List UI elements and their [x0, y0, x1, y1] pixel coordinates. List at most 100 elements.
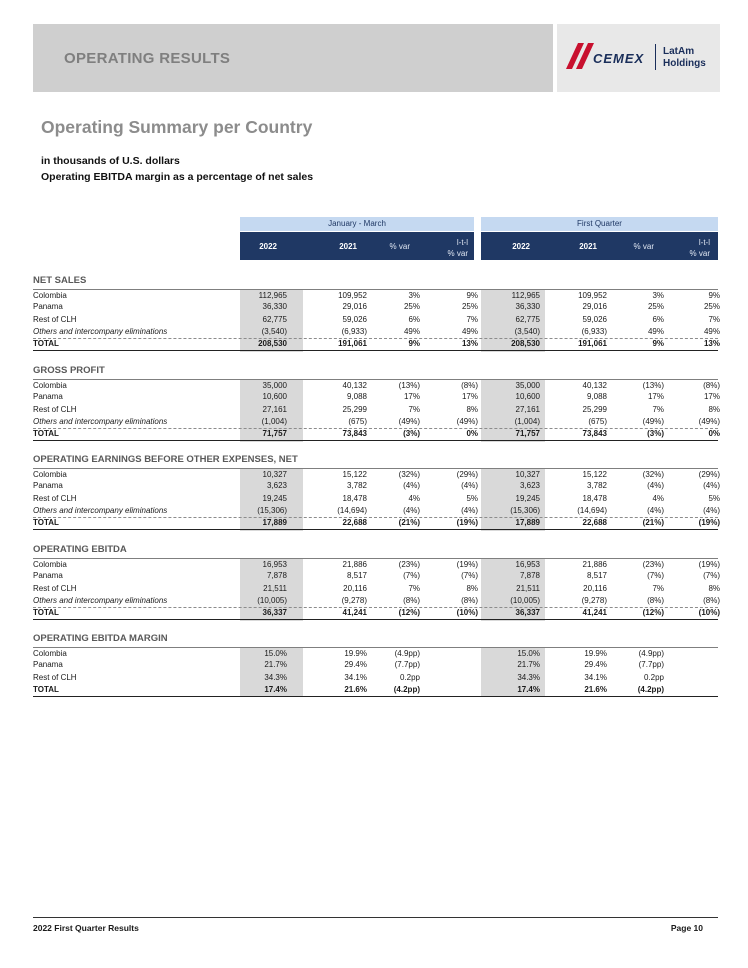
col-header-2022-q: 2022 — [512, 242, 530, 251]
table-cell: 17,889 — [262, 518, 287, 528]
current-year-shade — [240, 289, 303, 352]
table-cell: (29%) — [456, 470, 478, 479]
logo-line2: Holdings — [663, 58, 706, 69]
table-cell: 21.6% — [344, 684, 367, 694]
col-header-var: % var — [389, 242, 410, 251]
table-cell: (13%) — [642, 381, 664, 390]
current-year-shade — [481, 468, 545, 531]
current-year-shade — [481, 379, 545, 442]
table-cell: (19%) — [698, 518, 720, 528]
table-cell: 49% — [461, 326, 478, 336]
table-cell: (10,005) — [257, 595, 287, 605]
table-cell: 3% — [652, 291, 664, 300]
table-cell: 17% — [647, 392, 664, 402]
table-cell: (14,694) — [337, 505, 367, 515]
table-row: Panama 10,600 9,088 17% 17% 10,600 9,088 17% 17% — [33, 391, 720, 403]
row-label: Rest of CLH — [33, 583, 77, 593]
row-label: Panama — [33, 481, 63, 491]
table-cell: (4%) — [403, 481, 420, 491]
current-year-shade — [240, 379, 303, 442]
footer-rule — [33, 917, 718, 918]
table-cell: 22,688 — [582, 518, 607, 528]
table-cell: 9,088 — [346, 392, 367, 402]
table-cell: 3,623 — [266, 481, 287, 491]
table-cell: 10,600 — [515, 392, 540, 402]
row-label: TOTAL — [33, 608, 59, 618]
table-cell: 6% — [652, 314, 664, 324]
row-label: TOTAL — [33, 518, 59, 528]
table-cell: 21.7% — [517, 660, 540, 670]
table-cell: 17,889 — [515, 518, 540, 528]
section-title: OPERATING EARNINGS BEFORE OTHER EXPENSES… — [33, 454, 298, 465]
table-cell: 5% — [466, 493, 478, 503]
table-cell: (4.2pp) — [637, 684, 664, 694]
row-label: Rest of CLH — [33, 672, 77, 682]
table-cell: (8%) — [403, 595, 420, 605]
table-cell: 25,299 — [342, 404, 367, 414]
table-cell: 7% — [408, 583, 420, 593]
table-row: Panama 3,623 3,782 (4%) (4%) 3,623 3,782 (4%) (4… — [33, 480, 720, 492]
table-cell: (1,004) — [261, 416, 287, 426]
table-cell: (7%) — [461, 571, 478, 581]
table-cell: 27,161 — [262, 404, 287, 414]
row-label: Panama — [33, 302, 63, 312]
table-cell: (10%) — [698, 608, 720, 618]
table-cell: (12%) — [398, 608, 420, 618]
table-cell: 25% — [461, 302, 478, 312]
table-cell: (4%) — [703, 481, 720, 491]
col-header-ltl-q-line2: % var — [689, 249, 710, 258]
table-cell: (21%) — [398, 518, 420, 528]
table-cell: 7% — [466, 314, 478, 324]
current-year-shade — [240, 468, 303, 531]
table-cell: 15.0% — [517, 649, 540, 658]
table-cell: 112,965 — [511, 291, 540, 300]
header-title: OPERATING RESULTS — [64, 50, 231, 67]
table-cell: (4%) — [647, 505, 664, 515]
table-cell: 73,843 — [582, 429, 607, 439]
table-cell: 29,016 — [342, 302, 367, 312]
table-row: Rest of CLH 27,161 25,299 7% 8% 27,161 25,299 7… — [33, 404, 720, 416]
table-cell: (49%) — [642, 416, 664, 426]
table-cell: 34.3% — [264, 672, 287, 682]
logo-brand: CEMEX — [593, 51, 645, 66]
table-cell: 25% — [647, 302, 664, 312]
table-cell: 49% — [647, 326, 664, 336]
table-cell: 36,337 — [262, 608, 287, 618]
table-cell: (6,933) — [341, 326, 367, 336]
table-cell: (7%) — [703, 571, 720, 581]
table-cell: 0.2pp — [399, 672, 420, 682]
table-cell: 8,517 — [586, 571, 607, 581]
table-cell: 3,782 — [586, 481, 607, 491]
table-cell: (10%) — [456, 608, 478, 618]
table-cell: (49%) — [398, 416, 420, 426]
section-title: GROSS PROFIT — [33, 365, 105, 376]
col-header-2022: 2022 — [259, 242, 277, 251]
current-year-shade — [240, 647, 303, 698]
table-cell: (32%) — [642, 470, 664, 479]
table-cell: 3,782 — [346, 481, 367, 491]
table-cell: (3,540) — [261, 326, 287, 336]
table-cell: 25% — [403, 302, 420, 312]
table-cell: (675) — [348, 416, 367, 426]
table-cell: 35,000 — [262, 381, 287, 390]
table-cell: (4.9pp) — [394, 649, 420, 658]
total-row: TOTAL 17.4% 21.6% (4.2pp) 17.4% 21.6% (4.2pp) — [33, 684, 718, 697]
table-row: Others and intercompany eliminations (15,… — [33, 505, 720, 518]
table-cell: 36,330 — [515, 302, 540, 312]
table-row: Rest of CLH 62,775 59,026 6% 7% 62,775 59,026 6… — [33, 314, 720, 326]
table-cell: 19.9% — [344, 649, 367, 658]
table-cell: 8,517 — [346, 571, 367, 581]
table-cell: 59,026 — [582, 314, 607, 324]
table-cell: 9% — [652, 339, 664, 349]
row-label: Rest of CLH — [33, 404, 77, 414]
table-cell: (8%) — [703, 381, 720, 390]
header-divider — [553, 24, 557, 92]
table-cell: 15,122 — [582, 470, 607, 479]
table-cell: (10,005) — [510, 595, 540, 605]
row-label: TOTAL — [33, 339, 59, 349]
table-cell: 9% — [466, 291, 478, 300]
table-cell: 36,337 — [515, 608, 540, 618]
table-cell: 8% — [708, 583, 720, 593]
total-row: TOTAL 36,337 41,241 (12%) (10%) 36,337 41,241 (… — [33, 607, 720, 621]
table-row: Colombia 112,965 109,952 3% 9% 112,965 109,952… — [33, 289, 720, 302]
